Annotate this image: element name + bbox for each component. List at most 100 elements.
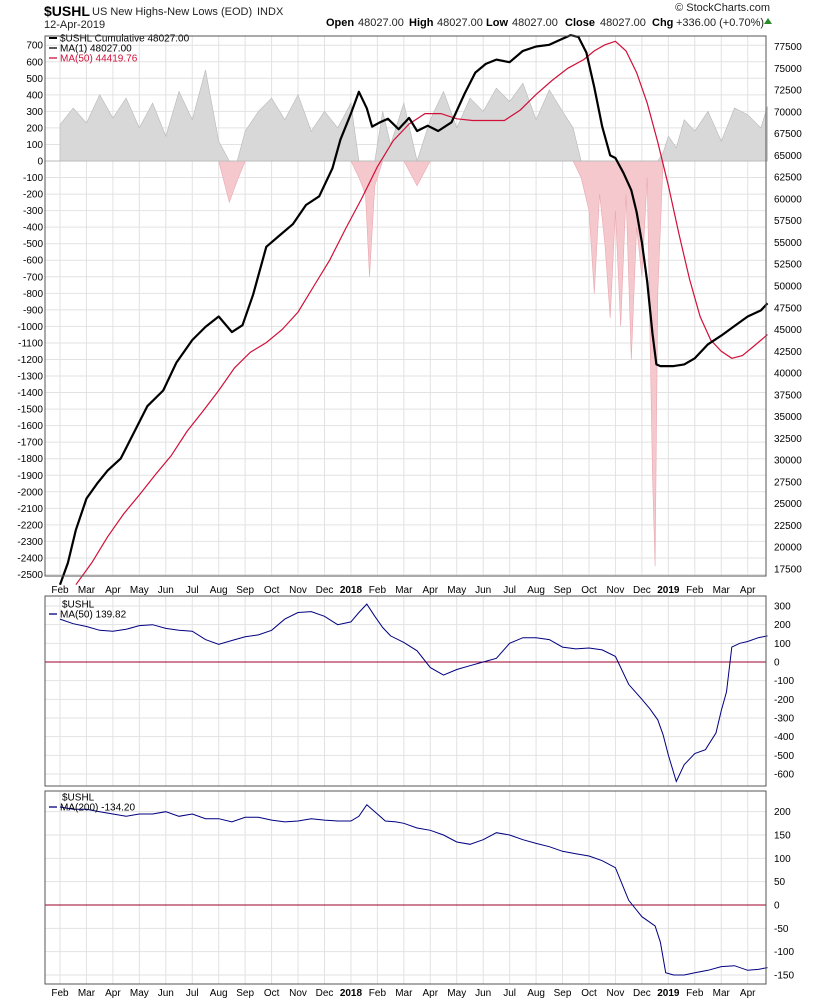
chg-value: +336.00 (+0.70%)	[676, 17, 764, 29]
left-axis-tick: -1800	[17, 454, 43, 465]
right-axis-tick: 55000	[774, 238, 802, 249]
ma50-line	[75, 40, 768, 586]
month-tick-label: Aug	[210, 988, 228, 999]
legend-label: MA(200) -134.20	[60, 803, 135, 814]
month-tick-label: Mar	[713, 585, 731, 596]
right-axis-tick: 40000	[774, 369, 802, 380]
up-triangle-icon	[764, 18, 772, 24]
left-axis-tick: -600	[23, 256, 43, 267]
legend-label: $USHL Cumulative 48027.00	[60, 34, 190, 45]
month-tick-label: Jul	[186, 585, 199, 596]
panel-frame	[44, 35, 767, 577]
left-axis-tick: -2500	[17, 570, 43, 581]
left-axis-tick: 500	[26, 74, 43, 85]
legend-label: $USHL	[62, 600, 95, 611]
watermark: © StockCharts.com	[675, 2, 770, 14]
month-tick-label: Mar	[78, 585, 96, 596]
month-tick-label: Aug	[527, 585, 545, 596]
right-axis-tick: 72500	[774, 86, 802, 97]
left-axis-tick: -500	[23, 239, 43, 250]
right-axis-tick: 27500	[774, 477, 802, 488]
month-tick-label: Oct	[264, 585, 280, 596]
month-tick-label: Nov	[607, 585, 625, 596]
left-axis-tick: -1300	[17, 372, 43, 383]
left-axis-tick: 400	[26, 90, 43, 101]
open-value: 48027.00	[358, 17, 404, 29]
month-tick-label: Apr	[740, 585, 756, 596]
month-tick-label: May	[130, 585, 149, 596]
month-tick-label: Sep	[554, 585, 572, 596]
left-axis-tick: -2100	[17, 504, 43, 515]
month-tick-label: Dec	[316, 585, 334, 596]
axis-tick: 50	[774, 877, 786, 888]
close-label: Close	[565, 17, 595, 29]
left-axis-tick: -800	[23, 289, 43, 300]
left-axis-tick: -1600	[17, 421, 43, 432]
month-tick-label: Sep	[554, 988, 572, 999]
month-tick-label: May	[447, 585, 466, 596]
month-tick-label: Dec	[633, 988, 651, 999]
left-axis-tick: 700	[26, 41, 43, 52]
left-axis-tick: 100	[26, 140, 43, 151]
axis-tick: -400	[774, 732, 794, 743]
left-axis-tick: 600	[26, 57, 43, 68]
right-axis-tick: 75000	[774, 64, 802, 75]
right-axis-tick: 35000	[774, 412, 802, 423]
axis-tick: 100	[774, 854, 791, 865]
month-tick-label: Nov	[289, 988, 307, 999]
right-axis-tick: 25000	[774, 499, 802, 510]
right-axis-tick: 65000	[774, 151, 802, 162]
left-axis-tick: -100	[23, 173, 43, 184]
axis-tick: 150	[774, 831, 791, 842]
month-tick-label: Feb	[51, 988, 69, 999]
month-tick-label: Apr	[105, 988, 121, 999]
low-value: 48027.00	[512, 17, 558, 29]
left-axis-tick: -2300	[17, 537, 43, 548]
axis-tick: -300	[774, 714, 794, 725]
left-axis-tick: -1900	[17, 471, 43, 482]
left-axis-tick: 300	[26, 107, 43, 118]
month-tick-label: Jul	[503, 988, 516, 999]
exchange-label: INDX	[257, 6, 284, 18]
left-axis-tick: -1200	[17, 355, 43, 366]
left-axis-tick: -700	[23, 272, 43, 283]
month-tick-label: Sep	[236, 988, 254, 999]
left-axis-tick: -2400	[17, 553, 43, 564]
axis-tick: -100	[774, 676, 794, 687]
right-axis-tick: 60000	[774, 194, 802, 205]
index-name: US New Highs-New Lows (EOD)	[92, 6, 252, 18]
month-tick-label: Dec	[316, 988, 334, 999]
month-tick-label: Oct	[581, 585, 597, 596]
axis-tick: 100	[774, 639, 791, 650]
month-tick-label: Nov	[607, 988, 625, 999]
month-tick-label: Jun	[158, 585, 174, 596]
left-axis-tick: -2200	[17, 520, 43, 531]
axis-tick: 0	[774, 658, 780, 669]
month-tick-label: Feb	[51, 585, 69, 596]
right-axis-tick: 37500	[774, 390, 802, 401]
month-tick-label: 2019	[657, 585, 680, 596]
left-axis-tick: -1700	[17, 438, 43, 449]
month-tick-label: 2019	[657, 988, 680, 999]
cumulative-line	[58, 34, 769, 586]
axis-tick: -150	[774, 971, 794, 982]
left-axis-tick: -1000	[17, 322, 43, 333]
month-tick-label: 2018	[340, 585, 363, 596]
axis-tick: -100	[774, 947, 794, 958]
month-tick-label: Apr	[423, 988, 439, 999]
close-value: 48027.00	[600, 17, 646, 29]
month-tick-label: Jun	[475, 988, 491, 999]
month-tick-label: Nov	[289, 585, 307, 596]
ma200-line	[59, 803, 768, 976]
ohlc-bar: Open 48027.00 High 48027.00 Low 48027.00…	[326, 17, 772, 29]
left-axis-tick: 200	[26, 123, 43, 134]
month-tick-label: Aug	[210, 585, 228, 596]
main-panel: 700 600 500 400 300 200 100 0 -100 -200 -300 -400 -5…	[17, 34, 802, 597]
month-tick-label: Mar	[395, 585, 413, 596]
axis-tick: -50	[774, 924, 789, 935]
right-axis-tick: 62500	[774, 173, 802, 184]
month-tick-label: Jul	[186, 988, 199, 999]
right-axis-tick: 67500	[774, 129, 802, 140]
month-tick-label: Dec	[633, 585, 651, 596]
legend-label: MA(50) 139.82	[60, 610, 127, 621]
